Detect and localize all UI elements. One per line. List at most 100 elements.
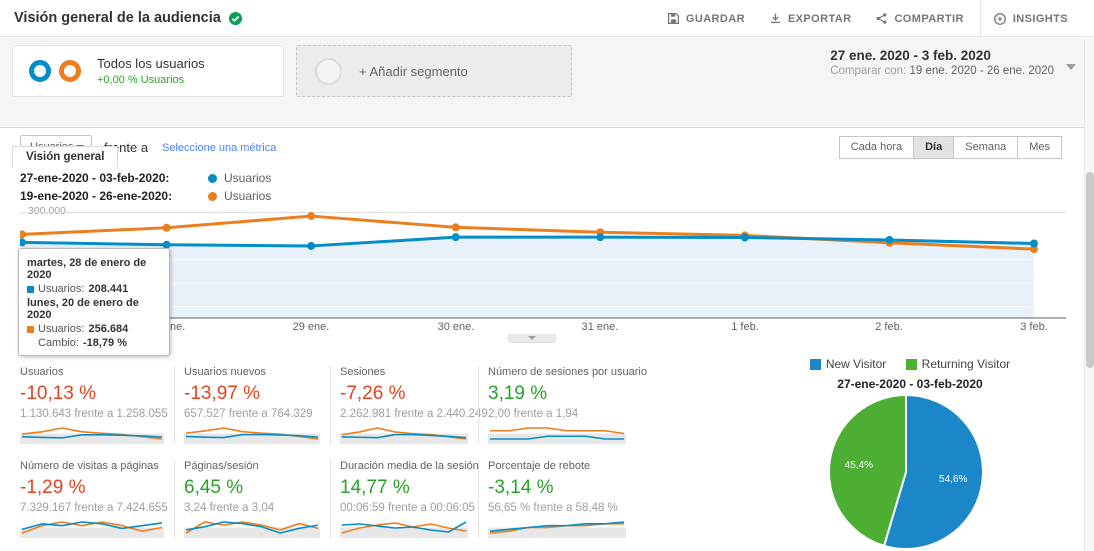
metric-card-paginas-sesion: Páginas/sesión 6,45 % 3,24 frente a 3,04 xyxy=(174,460,330,538)
pie-slice-returning-visitor[interactable] xyxy=(827,393,907,548)
pie-slice-label: 45,4% xyxy=(845,460,873,471)
share-button[interactable]: COMPARTIR xyxy=(863,0,975,37)
metric-compare-text: 2,00 frente a 1,94 xyxy=(488,408,579,420)
metric-card-sesiones: Sesiones -7,26 % 2.262.981 frente a 2.44… xyxy=(330,366,488,444)
tooltip-change-value: -18,79 % xyxy=(82,337,127,349)
metric-compare-text: 1.130.643 frente a 1.258.055 xyxy=(20,408,168,420)
scrollbar-thumb[interactable] xyxy=(1086,172,1094,368)
insights-icon xyxy=(993,12,1006,25)
metric-sparkline xyxy=(488,521,626,538)
legend-dot-blue-icon xyxy=(208,173,217,183)
tooltip-value-current: 208.441 xyxy=(88,283,129,295)
metric-sparkline xyxy=(488,427,626,444)
granularity-hourly-button[interactable]: Cada hora xyxy=(838,136,915,159)
share-icon xyxy=(877,13,887,24)
chart-collapse-handle[interactable] xyxy=(508,334,556,343)
tooltip-marker-blue-icon xyxy=(27,285,34,293)
legend-series-previous: Usuarios xyxy=(224,189,272,203)
pie-legend-returning-visitor[interactable]: Returning Visitor xyxy=(905,357,1011,371)
segment-band: Todos los usuarios +0,00 % Usuarios + Añ… xyxy=(0,38,1094,167)
select-metric-link[interactable]: Seleccione una métrica xyxy=(162,142,277,154)
insights-label: INSIGHTS xyxy=(1012,12,1068,25)
metric-title[interactable]: Número de visitas a páginas xyxy=(20,460,159,472)
chevron-down-icon xyxy=(528,336,536,340)
save-label: GUARDAR xyxy=(685,12,745,25)
segment-circle-blue-icon xyxy=(29,60,51,82)
save-icon xyxy=(667,12,679,25)
pie-legend: New Visitor Returning Visitor xyxy=(740,357,1080,373)
pie-legend-label: Returning Visitor xyxy=(921,357,1011,371)
tooltip-change-label: Cambio: xyxy=(38,337,79,349)
metric-title[interactable]: Usuarios nuevos xyxy=(184,366,266,378)
metric-delta-value: 3,19 % xyxy=(488,383,548,404)
audience-line-chart[interactable] xyxy=(20,202,1066,320)
save-button[interactable]: GUARDAR xyxy=(655,0,757,37)
metric-sparkline xyxy=(340,427,468,444)
page-title-text: Visión general de la audiencia xyxy=(14,10,221,26)
chart-tooltip: martes, 28 de enero de 2020 Usuarios: 20… xyxy=(18,248,170,356)
metric-compare-text: 7.329.167 frente a 7.424.655 xyxy=(20,502,168,514)
metric-delta-value: 6,45 % xyxy=(184,477,244,498)
legend-series-current: Usuarios xyxy=(224,171,272,185)
tab-overview[interactable]: Visión general xyxy=(12,146,119,167)
x-axis-label: 29 ene. xyxy=(292,321,330,333)
metric-title[interactable]: Duración media de la sesión xyxy=(340,460,479,472)
legend-range-previous: 19-ene-2020 - 26-ene-2020: xyxy=(20,189,173,203)
export-button[interactable]: EXPORTAR xyxy=(757,0,864,37)
granularity-week-button[interactable]: Semana xyxy=(953,136,1019,159)
legend-dot-orange-icon xyxy=(208,191,217,201)
legend-square-green-icon xyxy=(905,358,917,370)
granularity-day-button[interactable]: Día xyxy=(913,136,955,159)
legend-row-previous: 19-ene-2020 - 26-ene-2020: Usuarios xyxy=(20,187,271,205)
date-range-primary: 27 ene. 2020 - 3 feb. 2020 xyxy=(830,48,991,63)
metric-compare-text: 00:06:59 frente a 00:06:05 xyxy=(340,502,475,514)
insights-button[interactable]: INSIGHTS xyxy=(979,0,1080,37)
metric-title[interactable]: Usuarios xyxy=(20,366,64,378)
metric-delta-value: 14,77 % xyxy=(340,477,410,498)
compare-range: 19 ene. 2020 - 26 ene. 2020 xyxy=(909,65,1054,77)
metric-card-sesiones-por-usuario: Número de sesiones por usuario 3,19 % 2,… xyxy=(478,366,647,444)
pie-title: 27-ene-2020 - 03-feb-2020 xyxy=(837,377,983,391)
metric-compare-text: 657.527 frente a 764.329 xyxy=(184,408,313,420)
add-segment-circle-icon xyxy=(315,58,342,85)
granularity-month-button[interactable]: Mes xyxy=(1017,136,1062,159)
tooltip-value-previous: 256.684 xyxy=(88,323,129,335)
metric-sparkline xyxy=(184,427,320,444)
x-axis-label: 30 ene. xyxy=(437,321,475,333)
tooltip-label-current: Usuarios: xyxy=(38,283,85,295)
page-title: Visión general de la audiencia xyxy=(14,10,243,26)
metric-title[interactable]: Número de sesiones por usuario xyxy=(488,366,647,378)
pie-legend-new-visitor[interactable]: New Visitor xyxy=(809,357,887,371)
date-range-compare: Comparar con: 19 ene. 2020 - 26 ene. 202… xyxy=(830,65,1054,77)
chevron-down-icon xyxy=(1066,64,1076,70)
segment-subtitle: +0,00 % Usuarios xyxy=(97,74,185,86)
metric-delta-value: -7,26 % xyxy=(340,383,406,404)
date-range-picker[interactable]: 27 ene. 2020 - 3 feb. 2020 Comparar con:… xyxy=(830,48,1054,77)
metric-sparkline xyxy=(20,427,164,444)
segment-title: Todos los usuarios xyxy=(97,56,205,71)
metric-delta-value: -13,97 % xyxy=(184,383,261,404)
chart-legend: 27-ene-2020 - 03-feb-2020: Usuarios 19-e… xyxy=(20,169,271,205)
metric-compare-text: 56,65 % frente a 58,48 % xyxy=(488,502,618,514)
x-axis-label: 1 feb. xyxy=(731,321,759,333)
metric-sparkline xyxy=(20,521,164,538)
add-segment-button[interactable]: + Añadir segmento xyxy=(296,45,572,97)
page-header: Visión general de la audiencia GUARDAR xyxy=(0,0,1094,37)
metric-title[interactable]: Porcentaje de rebote xyxy=(488,460,591,472)
compare-prefix: Comparar con: xyxy=(830,65,907,77)
metric-cards-grid: Usuarios -10,13 % 1.130.643 frente a 1.2… xyxy=(20,366,647,538)
tooltip-label-previous: Usuarios: xyxy=(38,323,85,335)
metric-compare-text: 3,24 frente a 3,04 xyxy=(184,502,275,514)
segment-all-users-card[interactable]: Todos los usuarios +0,00 % Usuarios xyxy=(12,45,284,97)
x-axis-label: 3 feb. xyxy=(1020,321,1048,333)
metric-card-porcentaje-rebote: Porcentaje de rebote -3,14 % 56,65 % fre… xyxy=(478,460,636,538)
pie-slice-new-visitor[interactable] xyxy=(882,393,984,550)
metric-delta-value: -10,13 % xyxy=(20,383,97,404)
metric-title[interactable]: Sesiones xyxy=(340,366,386,378)
pie-legend-label: New Visitor xyxy=(825,357,887,371)
x-axis-label: 2 feb. xyxy=(875,321,903,333)
metric-title[interactable]: Páginas/sesión xyxy=(184,460,259,472)
metric-card-visitas-paginas: Número de visitas a páginas -1,29 % 7.32… xyxy=(20,460,174,538)
metric-delta-value: -3,14 % xyxy=(488,477,554,498)
